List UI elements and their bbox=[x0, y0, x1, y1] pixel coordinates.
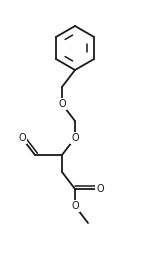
Text: O: O bbox=[71, 133, 79, 143]
Text: O: O bbox=[18, 133, 26, 143]
Text: O: O bbox=[71, 201, 79, 211]
Text: O: O bbox=[58, 99, 66, 109]
Text: O: O bbox=[96, 184, 104, 194]
